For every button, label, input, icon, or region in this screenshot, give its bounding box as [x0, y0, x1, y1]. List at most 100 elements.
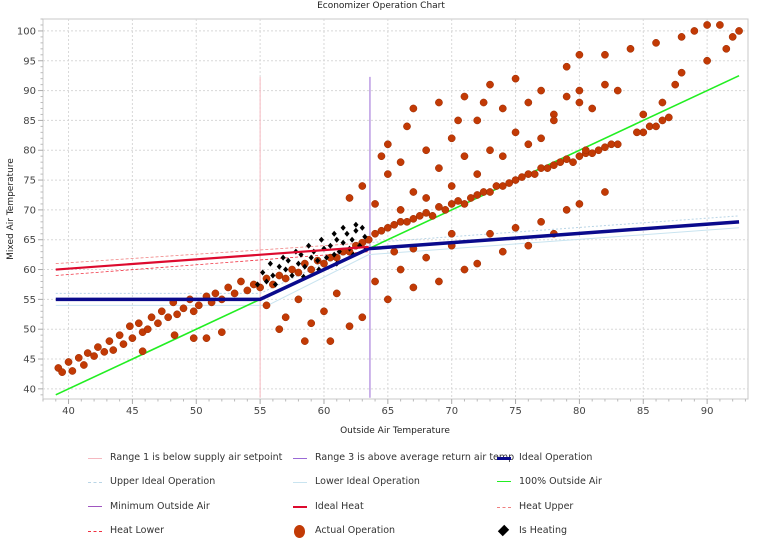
actual-operation-point [498, 182, 507, 190]
y-tick-label: 55 [23, 295, 36, 306]
y-tick-label: 60 [23, 265, 36, 276]
actual-operation-point [575, 50, 584, 59]
legend-label: Heat Upper [519, 501, 574, 512]
is-heating-point [283, 266, 289, 273]
line-swatch-icon [497, 506, 511, 508]
actual-operation-point [409, 283, 418, 292]
x-tick-label: 70 [445, 406, 458, 417]
actual-operation-point [173, 310, 181, 319]
actual-operation-point [90, 352, 98, 360]
actual-operation-point [68, 367, 77, 375]
actual-operation-point [486, 80, 494, 89]
actual-operation-point [230, 289, 239, 298]
y-tick-label: 50 [23, 325, 36, 336]
actual-operation-point [422, 209, 431, 217]
is-heating-point [349, 236, 355, 243]
actual-operation-point [537, 164, 545, 172]
actual-operation-point [377, 226, 386, 235]
actual-operation-point [441, 206, 450, 214]
actual-operation-point [722, 44, 731, 53]
legend-label: 100% Outside Air [519, 476, 602, 487]
line-swatch-icon [293, 457, 307, 459]
plot-area [42, 18, 749, 400]
legend-label: Minimum Outside Air [110, 501, 210, 512]
100-outside-air-line [55, 74, 740, 396]
actual-operation-point [473, 259, 482, 268]
actual-operation-point [633, 128, 641, 137]
actual-operation-point [677, 68, 686, 77]
actual-operation-point [345, 322, 354, 331]
actual-operation-point [658, 98, 667, 107]
actual-operation-point [80, 361, 88, 369]
actual-operation-point [505, 179, 514, 187]
actual-operation-point [664, 113, 673, 122]
actual-operation-point [125, 322, 134, 331]
actual-operation-point [83, 349, 92, 357]
actual-operation-point [454, 116, 462, 125]
y-tick-label: 40 [23, 384, 36, 395]
actual-operation-point [492, 182, 501, 190]
actual-operation-point [613, 86, 622, 95]
actual-operation-point [307, 319, 316, 328]
actual-operation-point [601, 188, 609, 196]
is-heating-point [340, 224, 346, 231]
actual-operation-point [134, 319, 143, 328]
actual-operation-point [428, 212, 437, 220]
actual-operation-point [486, 188, 494, 196]
actual-operation-point [119, 340, 128, 348]
legend-label: Ideal Operation [519, 452, 593, 463]
actual-operation-point [164, 313, 173, 322]
actual-operation-point [154, 319, 162, 328]
actual-operation-point [601, 50, 609, 59]
actual-operation-point [415, 212, 424, 220]
actual-operation-point [409, 188, 418, 196]
actual-operation-point [511, 128, 520, 137]
actual-operation-point [396, 217, 405, 226]
is-heating-point [359, 224, 365, 231]
actual-operation-point [115, 331, 124, 340]
is-heating-point [323, 254, 330, 261]
actual-operation-point [460, 265, 469, 274]
y-tick-label: 65 [23, 235, 36, 246]
actual-operation-point [543, 164, 552, 172]
actual-operation-point [294, 268, 303, 277]
is-heating-point [270, 272, 276, 279]
actual-operation-point [435, 164, 443, 172]
legend-label: Range 3 is above average return air temp [315, 452, 515, 463]
actual-operation-point [524, 170, 533, 178]
legend-label: Is Heating [519, 525, 567, 536]
actual-operation-point [447, 200, 456, 208]
actual-operation-point [409, 104, 418, 113]
actual-operation-point [170, 331, 179, 340]
actual-operation-point [364, 235, 373, 244]
actual-operation-point [575, 98, 584, 107]
line-swatch-icon [88, 481, 102, 483]
actual-operation-point [383, 170, 392, 178]
legend-label: Heat Lower [110, 525, 165, 536]
actual-operation-point [460, 200, 469, 208]
actual-operation-point [281, 274, 290, 283]
actual-operation-point [671, 80, 680, 89]
y-tick-label: 70 [23, 205, 36, 216]
is-heating-point [353, 227, 359, 234]
actual-operation-point [422, 253, 431, 262]
actual-operation-point [613, 140, 622, 149]
is-heating-point [331, 230, 337, 237]
actual-operation-point [243, 286, 252, 295]
actual-operation-point [588, 149, 597, 158]
actual-operation-point [435, 277, 443, 286]
is-heating-point [340, 239, 346, 246]
actual-operation-point [575, 152, 584, 161]
actual-operation-point [345, 194, 354, 202]
actual-operation-point [189, 334, 198, 343]
line-swatch-icon [88, 506, 102, 508]
actual-operation-point [237, 277, 245, 286]
actual-operation-point [498, 104, 507, 113]
is-heating-point [260, 269, 266, 276]
actual-operation-point [652, 122, 660, 131]
actual-operation-point [211, 289, 220, 298]
actual-operation-point [511, 176, 520, 184]
actual-operation-point [403, 217, 411, 226]
actual-operation-point [383, 295, 392, 304]
actual-operation-point [575, 200, 584, 208]
